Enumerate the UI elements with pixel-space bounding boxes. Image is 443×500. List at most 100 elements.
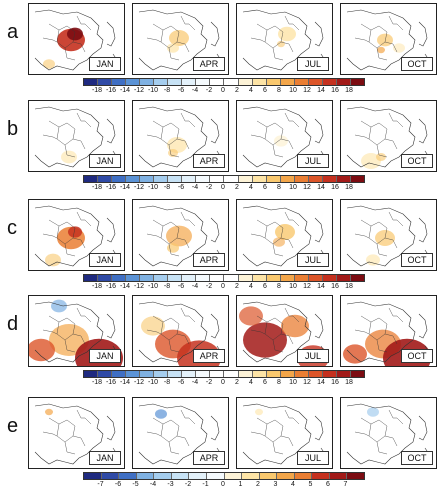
map-panel-d-apr: APR xyxy=(132,295,229,367)
map-svg xyxy=(242,403,326,465)
colorbar-ticks: -7 -6 -5 -4 -3 -2 -1 0 1 2 3 4 5 6 7 xyxy=(83,481,365,491)
island-outline xyxy=(106,415,118,455)
map-panel-e-apr: APR xyxy=(132,397,229,469)
colorbar-segment xyxy=(238,275,253,281)
map-panel-c-apr: APR xyxy=(132,199,229,271)
coastline xyxy=(138,205,208,267)
map-svg xyxy=(34,403,118,465)
month-label: APR xyxy=(193,451,225,465)
island-outline xyxy=(418,217,430,257)
heat-blob xyxy=(367,407,379,417)
island-outline xyxy=(106,217,118,257)
colorbar xyxy=(83,78,365,86)
month-label: JAN xyxy=(89,349,121,363)
map-panel-e-jan: JAN xyxy=(28,397,125,469)
month-label: JAN xyxy=(89,451,121,465)
colorbar-segment xyxy=(294,176,309,182)
island-outline xyxy=(210,415,222,455)
colorbar-tick-label: 14 xyxy=(317,87,325,94)
colorbar-tick-label: 16 xyxy=(331,283,339,290)
colorbar-segment xyxy=(336,371,351,377)
colorbar-tick-label: -6 xyxy=(177,87,185,94)
map-svg xyxy=(138,205,222,267)
colorbar-segment xyxy=(350,176,364,182)
colorbar-tick-label: 4 xyxy=(249,379,253,386)
coastline xyxy=(346,106,416,168)
map-panel-d-oct: OCT xyxy=(340,295,437,367)
heat-blob xyxy=(155,409,167,419)
colorbar-tick-label: 12 xyxy=(303,87,311,94)
colorbar-tick-label: -2 xyxy=(184,481,192,488)
colorbar-tick-label: 1 xyxy=(238,481,243,488)
province-borders xyxy=(250,112,300,158)
colorbar-segment xyxy=(308,176,323,182)
colorbar-tick-label: 0 xyxy=(221,283,225,290)
heat-blob xyxy=(274,135,288,147)
month-label: OCT xyxy=(401,154,433,168)
province-borders xyxy=(42,112,92,158)
island-outline xyxy=(418,118,430,158)
colorbar-tick-label: -14 xyxy=(119,283,131,290)
map-svg xyxy=(346,9,430,71)
colorbar-segment xyxy=(329,473,348,479)
colorbar-tick-label: 14 xyxy=(317,184,325,191)
month-label: APR xyxy=(193,253,225,267)
colorbar-segment xyxy=(168,371,183,377)
coastline xyxy=(138,9,208,71)
month-label: JUL xyxy=(297,57,329,71)
colorbar-tick-label: 2 xyxy=(235,379,239,386)
colorbar-tick-label: 0 xyxy=(221,87,225,94)
map-panel-a-jan: JAN xyxy=(28,3,125,75)
colorbar-tick-label: 0 xyxy=(221,184,225,191)
month-label: OCT xyxy=(401,451,433,465)
province-borders xyxy=(42,15,92,61)
colorbar-ticks: -18 -16 -14 -12 -10 -8 -6 -4 -2 0 2 4 6 8 10 12 14 16 18 xyxy=(83,283,365,293)
colorbar-segment xyxy=(312,473,330,479)
colorbar-segment xyxy=(206,473,225,479)
colorbar-tick-label: 18 xyxy=(345,184,353,191)
map-panel-c-oct: OCT xyxy=(340,199,437,271)
month-label: APR xyxy=(193,154,225,168)
colorbar xyxy=(83,274,365,282)
colorbar-tick-label: -8 xyxy=(163,283,171,290)
map-panel-a-jul: JUL xyxy=(236,3,333,75)
colorbar-tick-label: 4 xyxy=(291,481,295,488)
colorbar xyxy=(83,472,365,480)
province-borders xyxy=(42,211,92,257)
colorbar-segment xyxy=(210,79,225,85)
colorbar-segment xyxy=(210,371,225,377)
colorbar-tick-label: -8 xyxy=(163,87,171,94)
colorbar-segment xyxy=(238,371,253,377)
colorbar-segment xyxy=(126,371,141,377)
colorbar-tick-label: -14 xyxy=(119,87,131,94)
map-panel-b-apr: APR xyxy=(132,100,229,172)
colorbar-tick-label: -10 xyxy=(147,87,159,94)
colorbar-segment xyxy=(322,79,337,85)
heat-blob xyxy=(366,254,380,266)
colorbar-segment xyxy=(119,473,137,479)
colorbar-tick-label: -10 xyxy=(147,184,159,191)
colorbar-segment xyxy=(182,275,197,281)
coastline xyxy=(242,9,312,71)
province-borders xyxy=(146,307,196,353)
colorbar-tick-label: -10 xyxy=(147,379,159,386)
colorbar-tick-label: -14 xyxy=(119,184,131,191)
colorbar-tick-label: -16 xyxy=(105,184,117,191)
map-panel-b-jul: JUL xyxy=(236,100,333,172)
map-svg xyxy=(346,403,430,465)
map-svg xyxy=(34,205,118,267)
colorbar-tick-label: 0 xyxy=(221,481,225,488)
colorbar-segment xyxy=(294,79,309,85)
colorbar-tick-label: 12 xyxy=(303,283,311,290)
colorbar-segment xyxy=(294,473,313,479)
colorbar-segment xyxy=(136,473,155,479)
heat-blob xyxy=(376,153,386,161)
colorbar-segment xyxy=(322,275,337,281)
colorbar-segment xyxy=(182,176,197,182)
colorbar-tick-label: 10 xyxy=(289,283,297,290)
province-borders xyxy=(146,112,196,158)
island-outline xyxy=(106,118,118,158)
heat-blob xyxy=(377,33,393,47)
map-svg xyxy=(138,403,222,465)
colorbar-tick-label: -16 xyxy=(105,379,117,386)
